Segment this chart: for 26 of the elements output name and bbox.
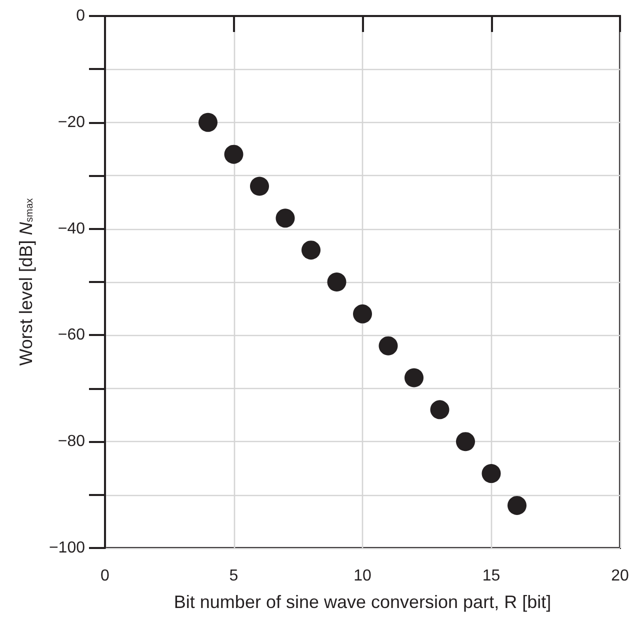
x-tick-label: 15 [482, 568, 500, 584]
point [404, 368, 424, 388]
point [198, 112, 218, 132]
point [456, 432, 475, 452]
point [482, 464, 501, 484]
point [276, 208, 295, 228]
x-tick-label: 20 [611, 568, 629, 584]
point [302, 240, 320, 260]
point [327, 272, 346, 292]
y-tick-label: −40 [58, 220, 86, 238]
point [508, 496, 526, 515]
point [224, 144, 244, 164]
y-tick-label: −20 [58, 114, 86, 131]
x-tick-label: 0 [100, 568, 110, 584]
x-axis-title: Bit number of sine wave conversion part, R [bit] [174, 592, 552, 612]
point [250, 176, 269, 196]
point [430, 400, 450, 420]
y-tick-label: −100 [48, 540, 86, 556]
point [353, 304, 372, 324]
y-tick-label: 0 [76, 8, 86, 24]
y-tick-label: −60 [58, 326, 86, 344]
y-tick-label: −80 [58, 433, 86, 450]
x-tick-label: 10 [354, 568, 372, 584]
y-axis-title: Worst level [dB] Nsmax [16, 198, 36, 366]
x-tick-label: 5 [229, 568, 238, 584]
point [378, 336, 398, 356]
